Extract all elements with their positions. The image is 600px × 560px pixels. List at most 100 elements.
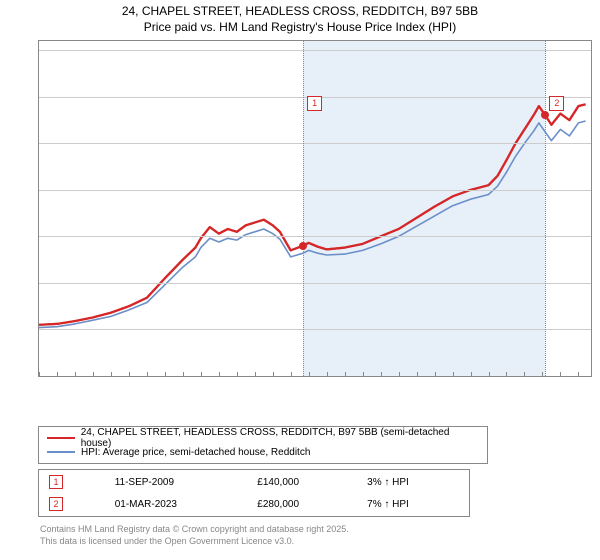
x-tick [201, 372, 202, 377]
x-tick [578, 372, 579, 377]
chart-lines-svg [39, 41, 591, 376]
event-row: 2 01-MAR-2023£280,0007% ↑ HPI [41, 494, 467, 514]
x-tick-label: 2019 [471, 376, 487, 377]
x-tick-label: 2006 [237, 376, 253, 377]
event-date: 01-MAR-2023 [107, 494, 248, 514]
event-marker: 1 [307, 96, 322, 111]
title-line-2: Price paid vs. HM Land Registry's House … [0, 20, 600, 36]
x-tick-label: 2009 [291, 376, 307, 377]
x-tick-label: 1999 [111, 376, 127, 377]
event-price: £280,000 [249, 494, 357, 514]
x-tick-label: 2002 [165, 376, 181, 377]
series-line [39, 121, 586, 328]
event-pct: 3% ↑ HPI [359, 472, 467, 492]
event-key: 1 [49, 475, 63, 489]
y-gridline [39, 236, 591, 237]
x-tick [363, 372, 364, 377]
x-tick-label: 1998 [93, 376, 109, 377]
legend-box: 24, CHAPEL STREET, HEADLESS CROSS, REDDI… [38, 426, 488, 464]
event-dot [541, 111, 549, 119]
event-price: £140,000 [249, 472, 357, 492]
x-tick-label: 1996 [57, 376, 73, 377]
x-tick [381, 372, 382, 377]
y-gridline [39, 329, 591, 330]
x-tick [327, 372, 328, 377]
x-tick [453, 372, 454, 377]
event-line [545, 41, 546, 376]
title-line-1: 24, CHAPEL STREET, HEADLESS CROSS, REDDI… [0, 4, 600, 20]
x-tick [291, 372, 292, 377]
y-gridline [39, 283, 591, 284]
legend-label: HPI: Average price, semi-detached house,… [81, 447, 310, 458]
x-tick [399, 372, 400, 377]
x-tick [75, 372, 76, 377]
x-tick-label: 2022 [524, 376, 540, 377]
x-tick-label: 2025 [578, 376, 592, 377]
x-tick-label: 2004 [201, 376, 217, 377]
x-tick [219, 372, 220, 377]
x-tick [309, 372, 310, 377]
x-tick-label: 2003 [183, 376, 199, 377]
x-tick [255, 372, 256, 377]
event-key: 2 [49, 497, 63, 511]
x-tick-label: 2020 [489, 376, 505, 377]
x-tick [471, 372, 472, 377]
series-line [39, 104, 586, 324]
x-tick-label: 2005 [219, 376, 235, 377]
x-tick-label: 2017 [435, 376, 451, 377]
y-tick-label: £100K [38, 277, 39, 289]
x-tick-label: 2015 [399, 376, 415, 377]
y-tick-label: £200K [38, 184, 39, 196]
chart-title: 24, CHAPEL STREET, HEADLESS CROSS, REDDI… [0, 0, 600, 35]
x-tick-label: 2024 [560, 376, 576, 377]
y-tick-label: £350K [38, 44, 39, 56]
x-tick-label: 2016 [417, 376, 433, 377]
x-tick-label: 1995 [39, 376, 55, 377]
events-table: 1 11-SEP-2009£140,0003% ↑ HPI 2 01-MAR-2023… [38, 469, 470, 517]
event-line [303, 41, 304, 376]
x-tick-label: 2023 [542, 376, 558, 377]
x-tick [237, 372, 238, 377]
x-tick-label: 2008 [273, 376, 289, 377]
x-tick-label: 2000 [129, 376, 145, 377]
event-dot [299, 242, 307, 250]
x-tick-label: 2001 [147, 376, 163, 377]
x-tick [129, 372, 130, 377]
legend-item: 24, CHAPEL STREET, HEADLESS CROSS, REDDI… [47, 431, 479, 445]
legend-swatch [47, 451, 75, 453]
y-tick-label: £50K [38, 323, 39, 335]
x-tick [273, 372, 274, 377]
x-tick [147, 372, 148, 377]
x-tick [435, 372, 436, 377]
chart-plot-area: £0£50K£100K£150K£200K£250K£300K£350K1995… [38, 40, 592, 377]
footer-line-1: Contains HM Land Registry data © Crown c… [40, 524, 349, 536]
x-tick-label: 2010 [309, 376, 325, 377]
x-tick [489, 372, 490, 377]
footer-line-2: This data is licensed under the Open Gov… [40, 536, 349, 548]
x-tick [111, 372, 112, 377]
x-tick [506, 372, 507, 377]
x-tick-label: 2021 [506, 376, 522, 377]
x-tick [542, 372, 543, 377]
x-tick-label: 2018 [453, 376, 469, 377]
x-tick-label: 2013 [363, 376, 379, 377]
x-tick [39, 372, 40, 377]
x-tick-label: 2007 [255, 376, 271, 377]
legend-swatch [47, 437, 75, 439]
y-gridline [39, 143, 591, 144]
event-date: 11-SEP-2009 [107, 472, 248, 492]
x-tick-label: 2014 [381, 376, 397, 377]
series-line [39, 104, 586, 324]
x-tick [183, 372, 184, 377]
event-marker: 2 [549, 96, 564, 111]
x-tick [524, 372, 525, 377]
event-row: 1 11-SEP-2009£140,0003% ↑ HPI [41, 472, 467, 492]
y-tick-label: £150K [38, 230, 39, 242]
x-tick [560, 372, 561, 377]
x-tick [345, 372, 346, 377]
x-tick [57, 372, 58, 377]
x-tick [93, 372, 94, 377]
x-tick-label: 2012 [345, 376, 361, 377]
event-pct: 7% ↑ HPI [359, 494, 467, 514]
x-tick [165, 372, 166, 377]
